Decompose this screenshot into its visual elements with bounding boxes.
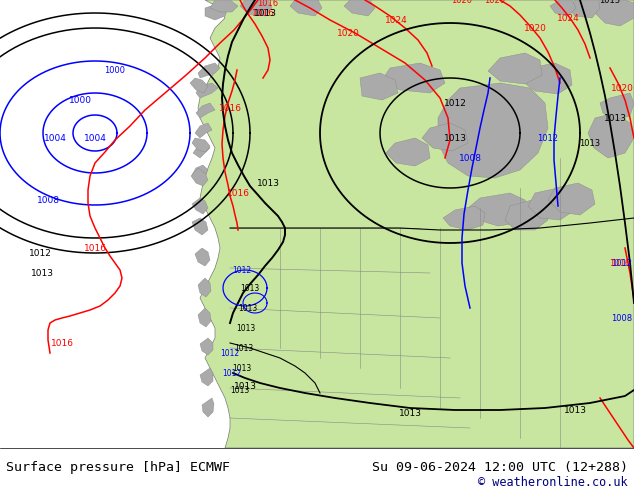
Polygon shape — [190, 78, 208, 93]
Polygon shape — [192, 165, 208, 178]
Text: 1013: 1013 — [604, 114, 626, 122]
Polygon shape — [600, 93, 634, 120]
Text: 1012: 1012 — [29, 248, 51, 258]
Text: 1000: 1000 — [68, 96, 91, 104]
Text: Su 09-06-2024 12:00 UTC (12+288): Su 09-06-2024 12:00 UTC (12+288) — [372, 461, 628, 474]
Text: 1013: 1013 — [599, 0, 621, 4]
Text: 1012: 1012 — [233, 266, 252, 274]
Polygon shape — [200, 338, 213, 355]
Polygon shape — [198, 308, 211, 327]
Polygon shape — [568, 0, 600, 18]
Text: 1013: 1013 — [235, 343, 254, 352]
Polygon shape — [198, 278, 211, 297]
Text: 1013: 1013 — [233, 364, 252, 372]
Polygon shape — [528, 188, 575, 220]
Polygon shape — [240, 0, 272, 16]
Polygon shape — [360, 73, 398, 100]
Polygon shape — [588, 113, 634, 158]
Polygon shape — [438, 83, 548, 178]
Text: 1020: 1020 — [524, 24, 547, 32]
Polygon shape — [595, 0, 634, 26]
Polygon shape — [290, 0, 322, 16]
Text: 1008: 1008 — [37, 196, 60, 204]
Text: 1013: 1013 — [564, 406, 586, 415]
Text: 1013: 1013 — [579, 139, 600, 147]
Text: 1016: 1016 — [84, 244, 107, 252]
Polygon shape — [196, 83, 218, 98]
Text: 1013: 1013 — [240, 284, 260, 293]
Text: 1004: 1004 — [84, 133, 107, 143]
Text: 1020: 1020 — [337, 28, 359, 38]
Polygon shape — [488, 53, 542, 84]
Text: 1008: 1008 — [458, 153, 481, 163]
Text: 1024: 1024 — [385, 16, 408, 24]
Text: 1012: 1012 — [612, 259, 633, 268]
Text: 1013: 1013 — [444, 133, 467, 143]
Polygon shape — [382, 63, 445, 93]
Text: 1012: 1012 — [221, 348, 240, 358]
Text: 1008: 1008 — [611, 314, 633, 322]
Text: 1016: 1016 — [219, 103, 242, 113]
Polygon shape — [193, 143, 210, 158]
Polygon shape — [192, 218, 208, 235]
Polygon shape — [210, 0, 238, 12]
Polygon shape — [200, 368, 213, 386]
Polygon shape — [195, 123, 212, 138]
Text: 1020: 1020 — [484, 0, 505, 4]
Text: 1012: 1012 — [538, 133, 559, 143]
Text: 1013: 1013 — [30, 269, 53, 277]
Text: 1013: 1013 — [399, 409, 422, 417]
Text: 1016: 1016 — [51, 339, 74, 347]
Text: 1013: 1013 — [233, 382, 257, 391]
Text: 1013: 1013 — [230, 386, 250, 394]
Polygon shape — [205, 3, 228, 20]
Text: 1004: 1004 — [44, 133, 67, 143]
Polygon shape — [195, 248, 210, 266]
Text: 1016: 1016 — [609, 259, 631, 268]
Polygon shape — [468, 193, 528, 226]
Polygon shape — [548, 183, 595, 215]
Polygon shape — [198, 0, 634, 448]
Polygon shape — [192, 198, 208, 214]
Text: 1013: 1013 — [238, 303, 257, 313]
Text: © weatheronline.co.uk: © weatheronline.co.uk — [478, 476, 628, 489]
Polygon shape — [386, 138, 430, 166]
Text: 1013: 1013 — [257, 178, 280, 188]
Polygon shape — [192, 138, 210, 152]
Text: 1013: 1013 — [254, 8, 276, 18]
Polygon shape — [422, 123, 468, 151]
Text: 1016: 1016 — [226, 189, 250, 197]
Text: 1020: 1020 — [451, 0, 472, 4]
Polygon shape — [202, 398, 214, 417]
Text: 1016: 1016 — [252, 8, 275, 18]
Polygon shape — [505, 200, 548, 230]
Text: 1016: 1016 — [257, 0, 278, 7]
Polygon shape — [443, 206, 485, 230]
Polygon shape — [196, 103, 215, 118]
Text: 1013: 1013 — [236, 323, 256, 333]
Text: 1020: 1020 — [611, 83, 633, 93]
Text: 1024: 1024 — [557, 14, 579, 23]
Polygon shape — [522, 63, 572, 94]
Text: 1012: 1012 — [223, 368, 242, 377]
Polygon shape — [344, 0, 375, 16]
Polygon shape — [198, 63, 220, 78]
Polygon shape — [550, 0, 576, 16]
Text: Surface pressure [hPa] ECMWF: Surface pressure [hPa] ECMWF — [6, 461, 230, 474]
Polygon shape — [191, 168, 208, 186]
Text: 1012: 1012 — [444, 98, 467, 107]
Text: 1000: 1000 — [105, 66, 126, 74]
